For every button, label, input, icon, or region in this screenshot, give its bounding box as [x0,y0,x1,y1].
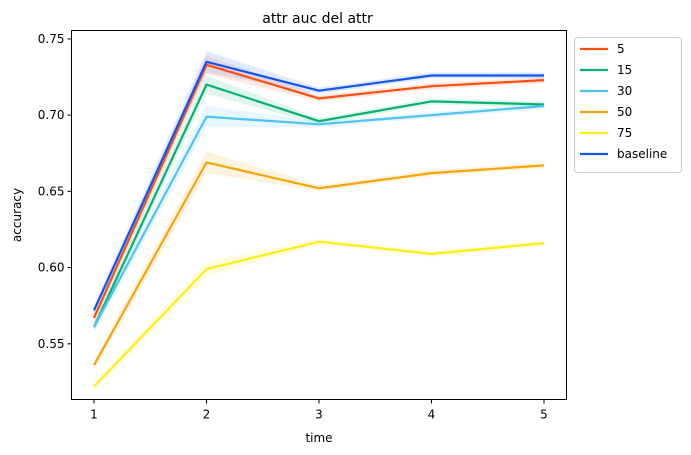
series-line-4 [93,240,545,388]
x-tick-label: 4 [428,408,436,422]
legend: 5 15 30 50 75 baseline [574,37,682,173]
y-tick-label: 0.70 [38,108,65,122]
series-line-3 [93,161,545,366]
chart-title: attr auc del attr [262,11,373,27]
x-tick-label: 3 [315,408,323,422]
series-band-2 [94,102,544,332]
series-band-5 [94,51,544,315]
legend-label-4: 75 [617,126,632,140]
legend-label-5: baseline [617,147,667,161]
series-band-1 [94,75,544,332]
legend-label-3: 50 [617,105,632,119]
x-axis-ticks: 1 2 3 4 5 [90,399,548,422]
x-tick-label: 2 [203,408,211,422]
series-line-2 [93,104,545,328]
y-axis-label: accuracy [10,188,24,242]
legend-label-1: 15 [617,63,632,77]
x-tick-label: 1 [90,408,98,422]
legend-box [574,37,682,173]
series-line-0 [92,63,545,319]
x-tick-label: 5 [540,408,548,422]
y-tick-label: 0.60 [38,261,65,275]
y-tick-label: 0.75 [38,32,65,46]
legend-label-0: 5 [617,42,625,56]
series-line-1 [93,83,545,328]
x-axis-label: time [305,431,332,445]
y-tick-label: 0.65 [38,184,65,198]
y-axis-ticks: 0.55 0.60 0.65 0.70 0.75 [38,32,72,351]
series-line-5 [92,60,544,311]
series-band-4 [94,238,544,390]
y-tick-label: 0.55 [38,337,65,351]
legend-label-2: 30 [617,84,632,98]
series-lines [92,60,545,388]
